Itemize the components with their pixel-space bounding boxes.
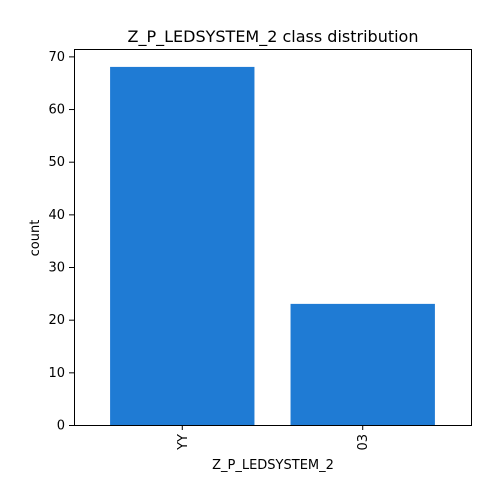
y-tick-label: 10 [48, 366, 65, 381]
bar-YY [110, 66, 255, 426]
y-tick-label: 60 [48, 103, 65, 118]
x-tick-label: YY [176, 434, 191, 451]
y-tick-label: 0 [57, 419, 65, 434]
chart-title: Z_P_LEDSYSTEM_2 class distribution [128, 27, 419, 47]
y-tick-label: 70 [48, 50, 65, 65]
y-axis-label: count [28, 220, 43, 257]
plot-frame [74, 49, 472, 426]
bars-layer [110, 66, 435, 426]
y-tick-label: 30 [48, 261, 65, 276]
y-tick-label: 20 [48, 313, 65, 328]
x-axis-label: Z_P_LEDSYSTEM_2 [212, 458, 334, 473]
bar-03 [290, 303, 435, 425]
y-tick-label: 50 [48, 155, 65, 170]
y-tick-label: 40 [48, 208, 65, 223]
y-axis-ticks: 0 10 20 30 40 50 60 70 [48, 50, 74, 434]
x-tick-label: 03 [356, 434, 371, 451]
x-axis-ticks: YY 03 [176, 425, 371, 451]
